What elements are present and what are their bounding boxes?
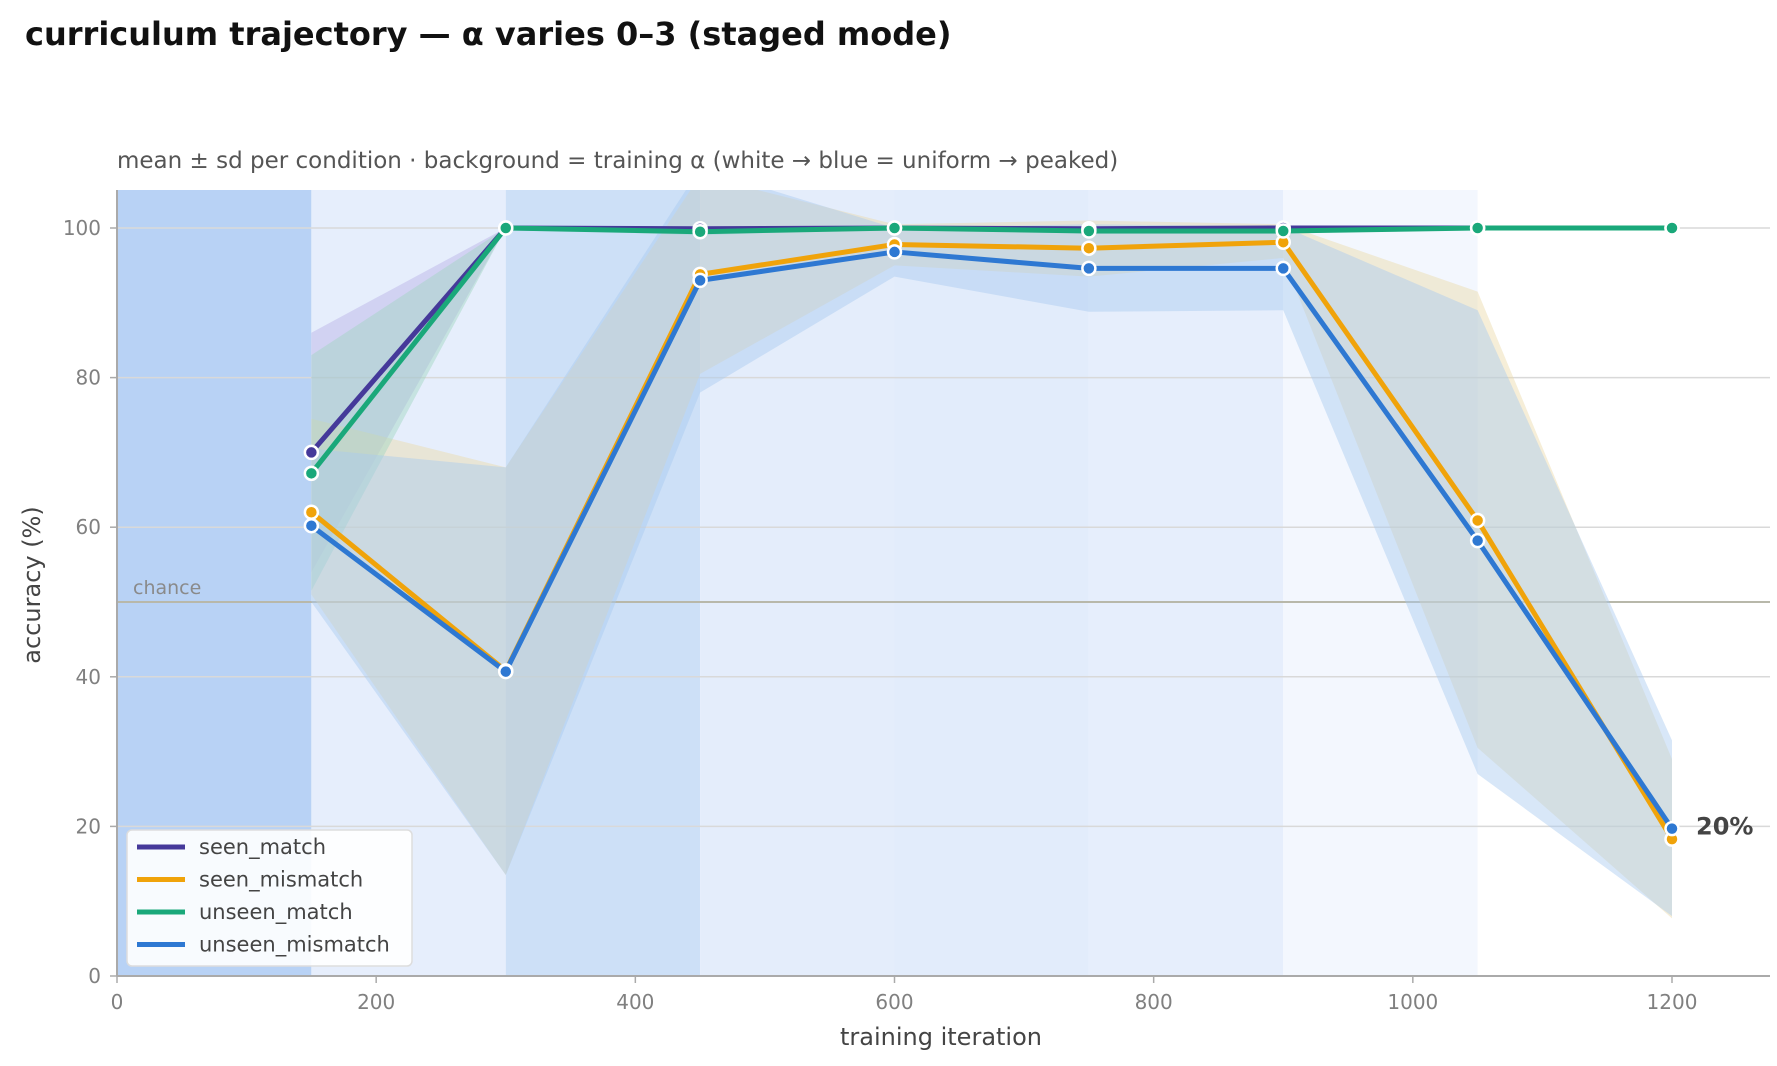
x-tick-label-0: 0 — [111, 990, 124, 1014]
end-annotation: 20% — [1696, 812, 1753, 840]
y-tick-label-20: 20 — [76, 814, 101, 838]
y-tick-label-80: 80 — [76, 366, 101, 390]
data-point-unseen_mismatch-300 — [498, 663, 514, 680]
x-tick-label-600: 600 — [875, 990, 913, 1014]
series-lines — [308, 225, 1675, 842]
series-points — [303, 220, 1680, 847]
legend: seen_match seen_mismatch unseen_matchunsee… — [126, 829, 413, 967]
sd-band-seen_match — [311, 228, 1672, 573]
data-point-unseen_mismatch-900 — [1275, 260, 1291, 277]
background-band-3 — [700, 190, 895, 976]
tick-labels: 0 200 400 600 800 1000 1200 0 20 40 60 80 100 — [63, 216, 1698, 1014]
data-point-unseen_mismatch-750 — [1081, 260, 1097, 277]
y-tick-label-60: 60 — [76, 515, 101, 539]
x-tick-label-200: 200 — [357, 990, 395, 1014]
legend-box — [126, 829, 413, 967]
y-tick-label-40: 40 — [76, 665, 101, 689]
data-point-unseen_match-900 — [1275, 223, 1291, 239]
chance-label: chance — [133, 577, 201, 599]
data-point-unseen_mismatch-450 — [692, 272, 708, 289]
legend-label-seen_mismatch: seen_mismatch — [199, 868, 363, 893]
grid-lines — [117, 227, 1770, 828]
background-band-2 — [505, 190, 701, 976]
data-point-unseen_match-1200 — [1664, 220, 1680, 236]
data-point-unseen_match-1050 — [1469, 220, 1486, 236]
legend-label-unseen_match: unseen_match — [199, 900, 353, 925]
data-point-seen_match-150 — [303, 444, 320, 461]
x-tick-label-1000: 1000 — [1387, 990, 1438, 1014]
background-band-4 — [894, 190, 1089, 976]
x-axis-label: training iteration — [840, 1023, 1042, 1051]
x-tick-label-800: 800 — [1135, 990, 1173, 1014]
data-point-unseen_mismatch-1050 — [1469, 532, 1486, 549]
data-point-unseen_match-150 — [303, 465, 320, 482]
y-axis-label: accuracy (%) — [18, 506, 46, 663]
axes — [116, 190, 1770, 977]
data-point-seen_mismatch-150 — [303, 504, 320, 520]
y-tick-label-0: 0 — [88, 964, 101, 988]
background-bands — [117, 190, 1478, 976]
data-point-unseen_match-750 — [1081, 223, 1097, 239]
series-line-unseen_match — [308, 225, 1675, 476]
data-point-unseen_mismatch-1200 — [1664, 820, 1680, 837]
background-band-6 — [1283, 190, 1478, 976]
x-tick-label-1200: 1200 — [1647, 990, 1698, 1014]
chart-title: curriculum trajectory — α varies 0–3 (st… — [25, 15, 951, 53]
chance-reference: chance — [117, 577, 1770, 603]
series-line-unseen_mismatch — [308, 249, 1675, 832]
data-point-unseen_match-300 — [498, 220, 514, 236]
chart-subtitle: mean ± sd per condition · background = t… — [117, 148, 1118, 174]
x-tick-label-400: 400 — [616, 990, 654, 1014]
data-point-unseen_mismatch-600 — [886, 244, 903, 260]
background-band-5 — [1088, 190, 1284, 976]
data-point-unseen_match-450 — [692, 223, 708, 240]
legend-label-unseen_mismatch: unseen_mismatch — [199, 933, 390, 958]
data-point-unseen_mismatch-150 — [303, 517, 320, 534]
data-point-seen_mismatch-1050 — [1469, 512, 1486, 529]
legend-label-seen_match: seen_match — [199, 835, 326, 860]
data-point-seen_mismatch-750 — [1081, 240, 1097, 256]
y-tick-label-100: 100 — [63, 216, 101, 240]
data-point-unseen_match-600 — [886, 220, 903, 236]
